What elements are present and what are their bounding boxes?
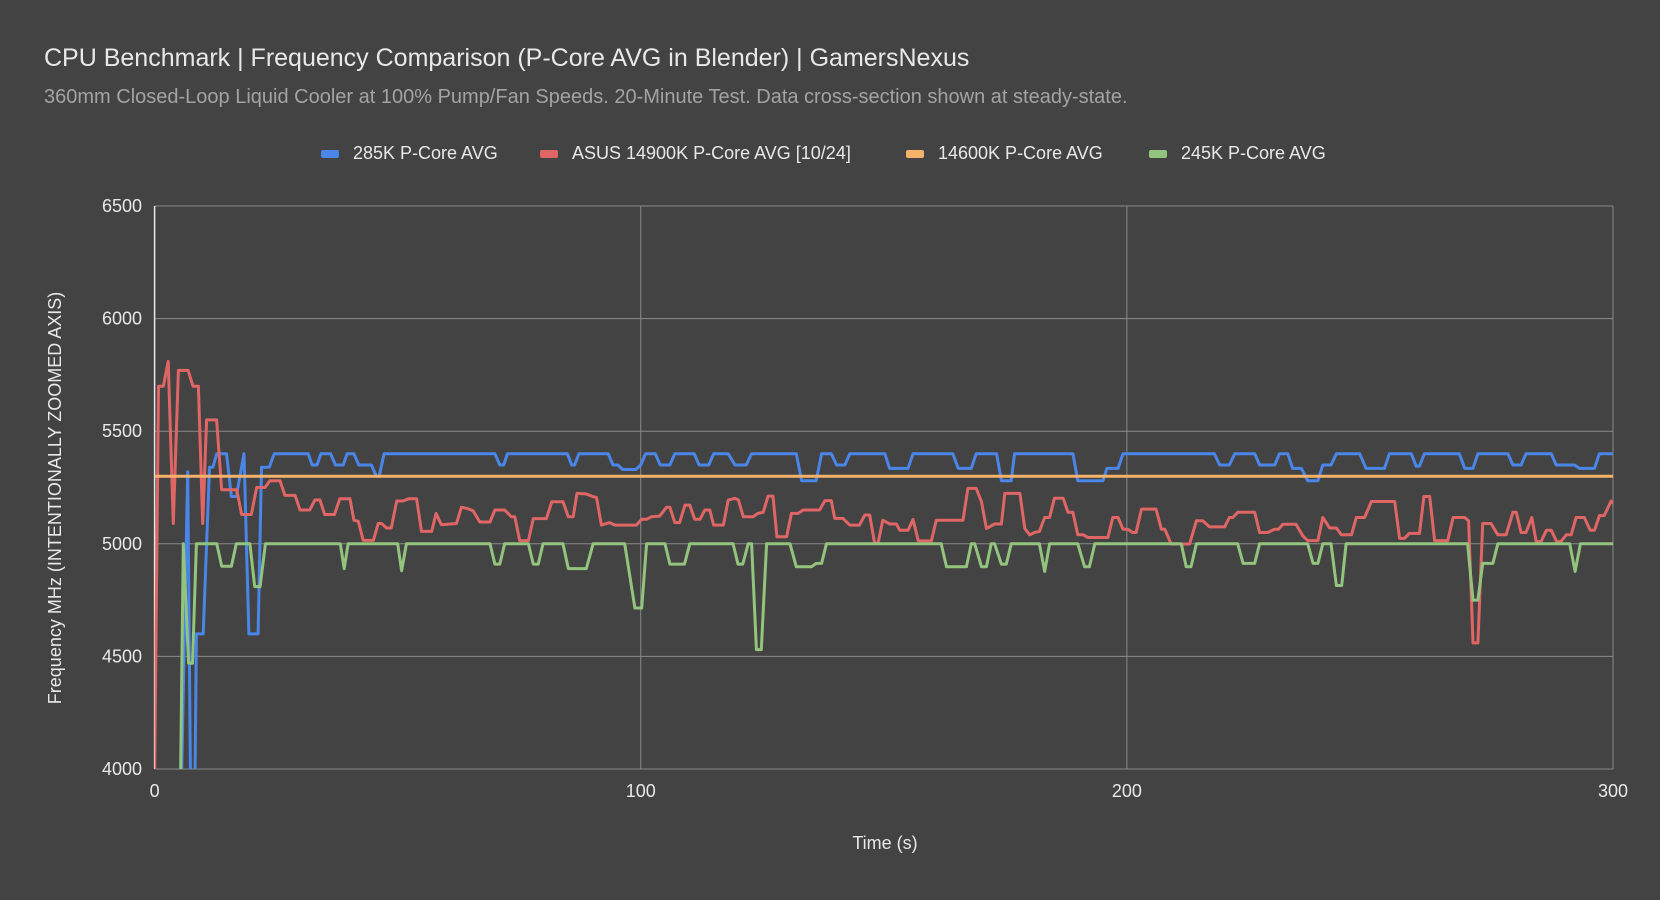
y-tick-label: 4500 (102, 646, 142, 666)
legend-swatch-245k (1149, 149, 1167, 158)
y-axis-ticks: 4000 4500 5000 5500 6000 6500 (102, 196, 142, 779)
x-axis-ticks: 0 100 200 300 (150, 781, 1628, 801)
chart-title: CPU Benchmark | Frequency Comparison (P-… (44, 44, 970, 72)
legend-label-14600k: 14600K P-Core AVG (938, 143, 1103, 163)
series-lines (154, 359, 1614, 769)
legend-item-14900k: ASUS 14900K P-Core AVG [10/24] (540, 143, 851, 164)
y-tick-label: 6500 (102, 196, 142, 216)
x-tick-label: 200 (1112, 781, 1142, 801)
legend-item-14600k: 14600K P-Core AVG (906, 143, 1103, 164)
legend-item-245k: 245K P-Core AVG (1149, 143, 1326, 164)
legend-label-285k: 285K P-Core AVG (353, 143, 498, 163)
legend-swatch-14600k (906, 149, 924, 158)
legend-swatch-14900k (540, 149, 558, 158)
x-tick-label: 300 (1598, 781, 1628, 801)
y-tick-label: 4000 (102, 759, 142, 779)
x-tick-label: 0 (150, 781, 160, 801)
gridlines (153, 205, 1614, 770)
y-tick-label: 5500 (102, 421, 142, 441)
y-axis-title: Frequency MHz (INTENTIONALLY ZOOMED AXIS… (45, 292, 65, 704)
x-axis-title: Time (s) (852, 833, 917, 853)
legend-item-285k: 285K P-Core AVG (321, 143, 498, 164)
y-tick-label: 6000 (102, 309, 142, 329)
legend-swatch-285k (321, 149, 339, 158)
legend-label-245k: 245K P-Core AVG (1181, 143, 1326, 163)
series-line-0 (180, 452, 1613, 769)
legend-label-14900k: ASUS 14900K P-Core AVG [10/24] (572, 143, 851, 163)
series-line-1 (154, 359, 1614, 769)
x-tick-label: 100 (626, 781, 656, 801)
series-line-3 (179, 542, 1613, 769)
y-tick-label: 5000 (102, 534, 142, 554)
chart-subtitle: 360mm Closed-Loop Liquid Cooler at 100% … (44, 86, 1128, 108)
